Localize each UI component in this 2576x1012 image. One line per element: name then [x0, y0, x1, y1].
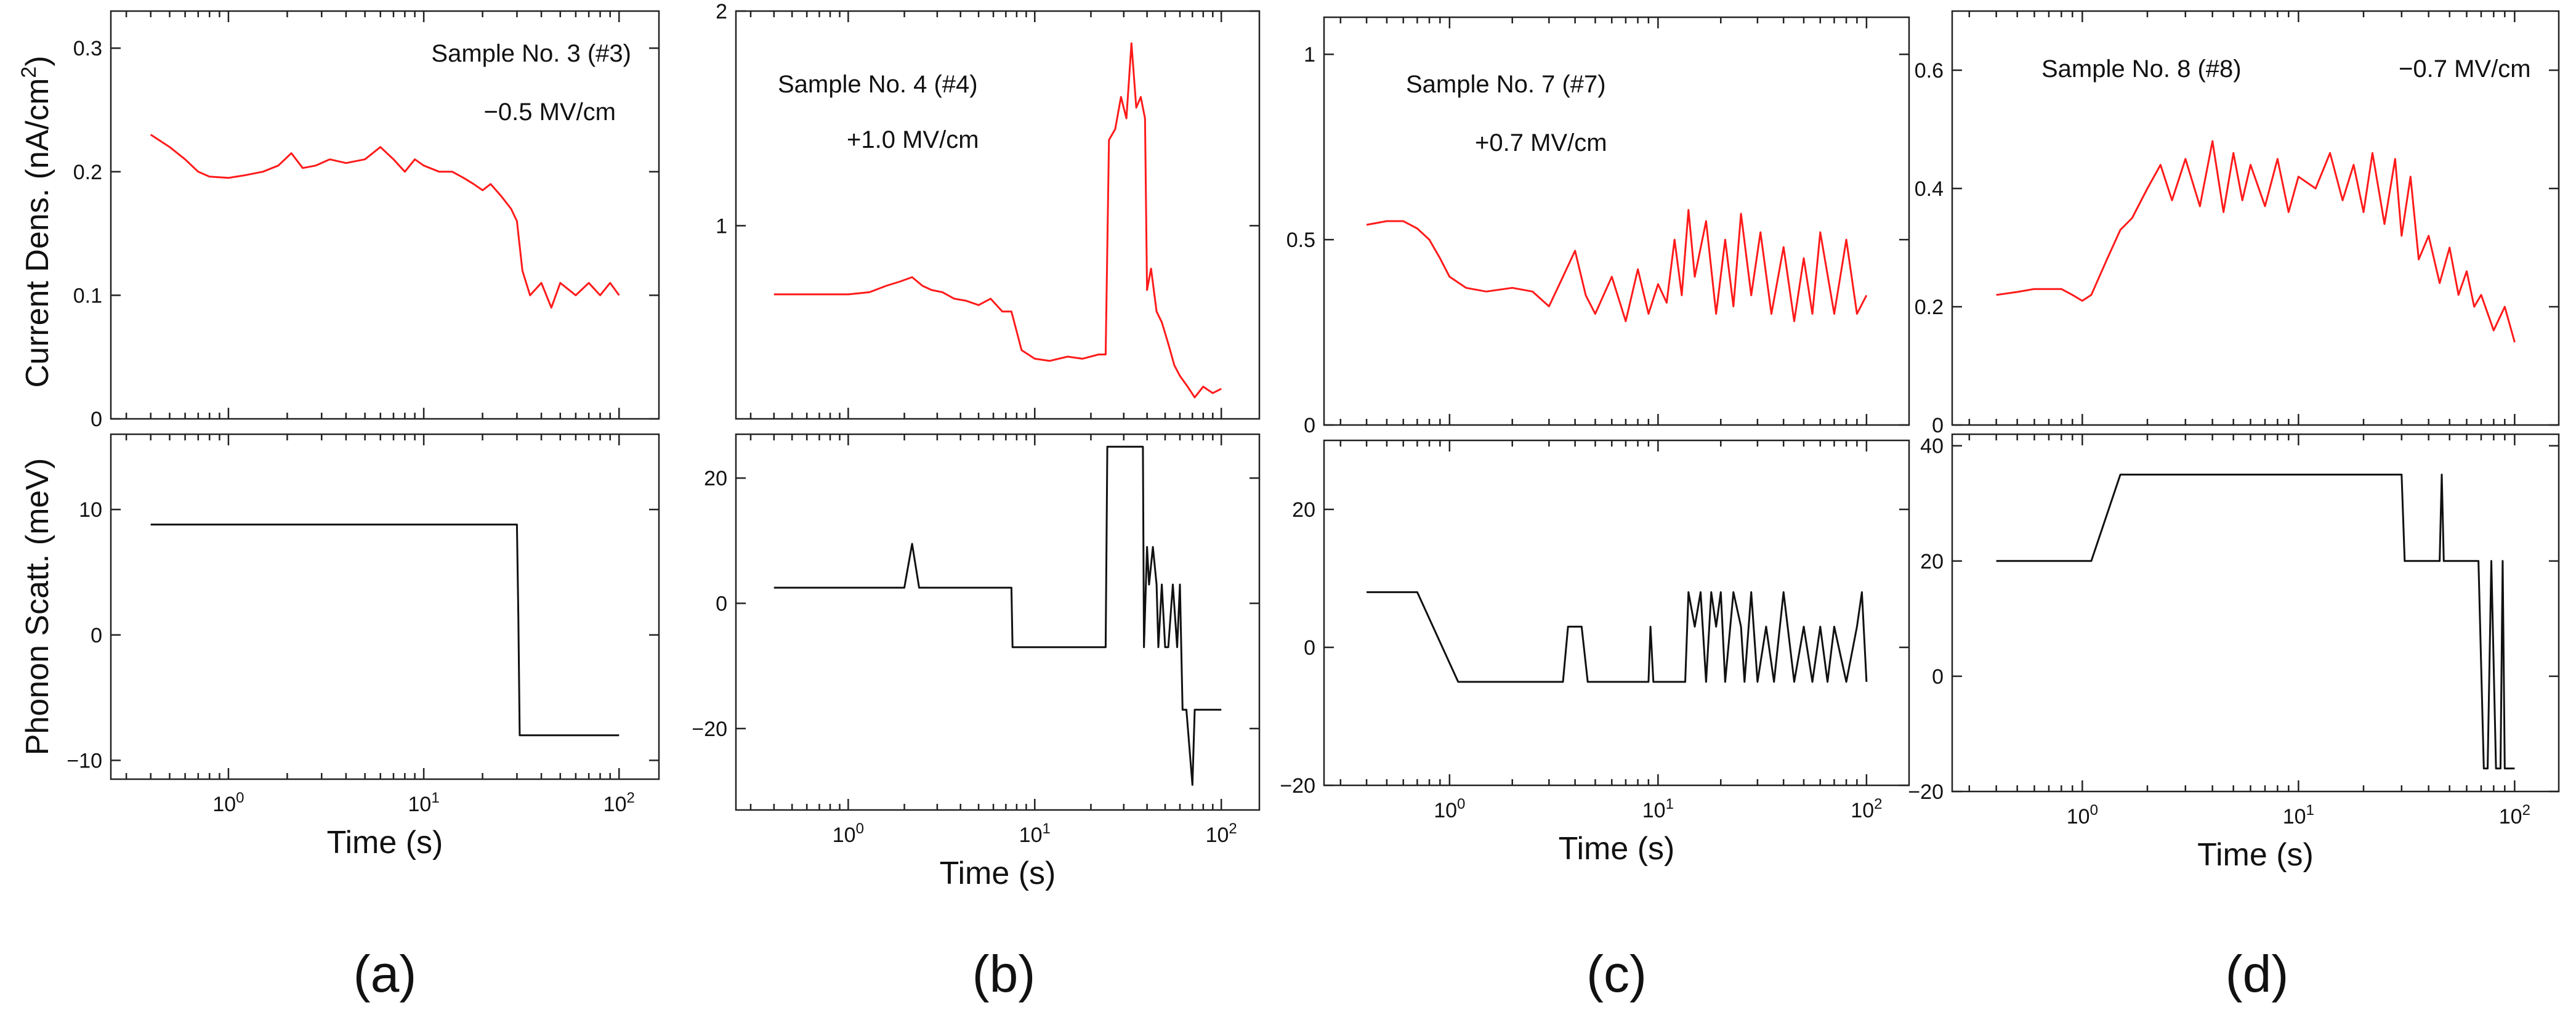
y-tick-label: 0.4 [1915, 177, 1944, 201]
phonon-scattering-plot-4: −20 0 20 40 100 101 102 [1908, 433, 2560, 828]
y-tick-label: −10 [67, 749, 102, 772]
y-tick-label: 0 [716, 593, 727, 616]
x-tick-label: 102 [604, 790, 635, 816]
y-tick-label: −20 [1280, 774, 1315, 798]
y-tick-label: 0 [1932, 665, 1944, 689]
y-axis-label-phonon: Phonon Scatt. (meV) [20, 458, 55, 756]
plot-frame [1323, 439, 1910, 787]
y-tick-label: 2 [716, 0, 727, 23]
sample-label: Sample No. 3 (#3) [431, 40, 631, 67]
y-tick-label: 0.5 [1286, 229, 1315, 252]
y-tick-label: 0.1 [73, 284, 102, 307]
x-axis-label: Time (s) [940, 856, 1056, 891]
current-density-plot-1: 0 0.1 0.2 0.3 [73, 10, 660, 431]
sample-label: Sample No. 7 (#7) [1406, 71, 1606, 98]
x-tick-label: 100 [212, 790, 244, 816]
phonon-scattering-series [773, 445, 1222, 786]
x-tick-label: 102 [1851, 796, 1882, 822]
current-density-plot-4: 0 0.2 0.4 0.6 [1915, 10, 2560, 437]
y-axis-label-current: Current Dens. (nA/cm2) [17, 55, 55, 387]
panel-1: 0 0.1 0.2 0.3 −10 0 10 100 101 102 Time (s) Sample … [67, 10, 660, 1003]
panel-label: (a) [353, 945, 417, 1003]
field-label: +1.0 MV/cm [847, 126, 979, 153]
plot-frame [735, 10, 1261, 420]
phonon-scattering-series [150, 524, 620, 737]
y-tick-label: 0.3 [73, 37, 102, 60]
plot-frame [1951, 433, 2560, 793]
x-tick-label: 101 [1019, 820, 1051, 847]
y-tick-label: 0 [1304, 414, 1315, 437]
y-tick-label: 0.6 [1915, 59, 1944, 83]
y-tick-label: 0 [91, 408, 102, 431]
x-tick-label: 100 [1434, 796, 1465, 822]
current-density-plot-3: 00.51 [1286, 16, 1910, 437]
current-density-series [773, 42, 1222, 399]
phonon-scattering-plot-3: −20 0 20 100 101 102 [1280, 439, 1910, 822]
x-tick-label: 102 [1206, 820, 1237, 847]
x-tick-label: 101 [408, 790, 440, 816]
field-label: −0.7 MV/cm [2399, 55, 2531, 83]
phonon-scattering-plot-1: −10 0 10 100 101 102 [67, 433, 660, 816]
panel-label: (b) [972, 945, 1036, 1003]
panel-label: (d) [2226, 945, 2289, 1003]
y-tick-label: 40 [1920, 435, 1944, 458]
y-tick-label: 0.2 [1915, 296, 1944, 319]
plot-frame [1951, 10, 2560, 426]
y-tick-label: 1 [1304, 43, 1315, 67]
field-label: −0.5 MV/cm [483, 99, 616, 126]
current-density-series [1366, 209, 1868, 322]
phonon-scattering-series [1996, 474, 2515, 770]
y-tick-label: 20 [1292, 498, 1315, 522]
y-tick-label: 0 [91, 624, 102, 647]
x-axis-label: Time (s) [1559, 831, 1675, 867]
plot-frame [1323, 16, 1910, 426]
x-axis-label: Time (s) [327, 825, 443, 860]
x-tick-label: 100 [833, 820, 864, 847]
panel-label: (c) [1586, 945, 1647, 1003]
phonon-scattering-series [1367, 591, 1868, 683]
y-tick-label: −20 [692, 718, 727, 741]
panel-4: 0 0.2 0.4 0.6 −20 0 20 40 100 101 102 Time (s) Sampl… [1908, 10, 2560, 1003]
y-tick-label: 0.2 [73, 161, 102, 184]
y-tick-label: 20 [1920, 550, 1944, 573]
y-tick-label: 10 [79, 498, 102, 522]
y-tick-label: 20 [704, 467, 727, 490]
x-tick-label: 100 [2067, 802, 2098, 828]
plot-frame [110, 433, 660, 780]
current-density-plot-2: 12 [716, 0, 1261, 420]
x-tick-label: 102 [2499, 802, 2530, 828]
plot-frame [735, 433, 1261, 811]
sample-label: Sample No. 8 (#8) [2041, 55, 2242, 83]
sample-label: Sample No. 4 (#4) [778, 71, 978, 98]
y-tick-label: 0 [1932, 414, 1944, 437]
y-tick-label: −20 [1908, 780, 1944, 804]
y-tick-label: 1 [716, 214, 727, 238]
x-tick-label: 101 [2283, 802, 2314, 828]
plot-frame [110, 10, 660, 420]
field-label: +0.7 MV/cm [1475, 129, 1607, 156]
x-tick-label: 101 [1642, 796, 1674, 822]
phonon-scattering-plot-2: −20 0 20 100 101 102 [692, 433, 1261, 847]
current-density-series [1996, 140, 2516, 343]
x-axis-label: Time (s) [2197, 837, 2314, 873]
y-tick-label: 0 [1304, 636, 1315, 660]
current-density-series [150, 134, 620, 309]
